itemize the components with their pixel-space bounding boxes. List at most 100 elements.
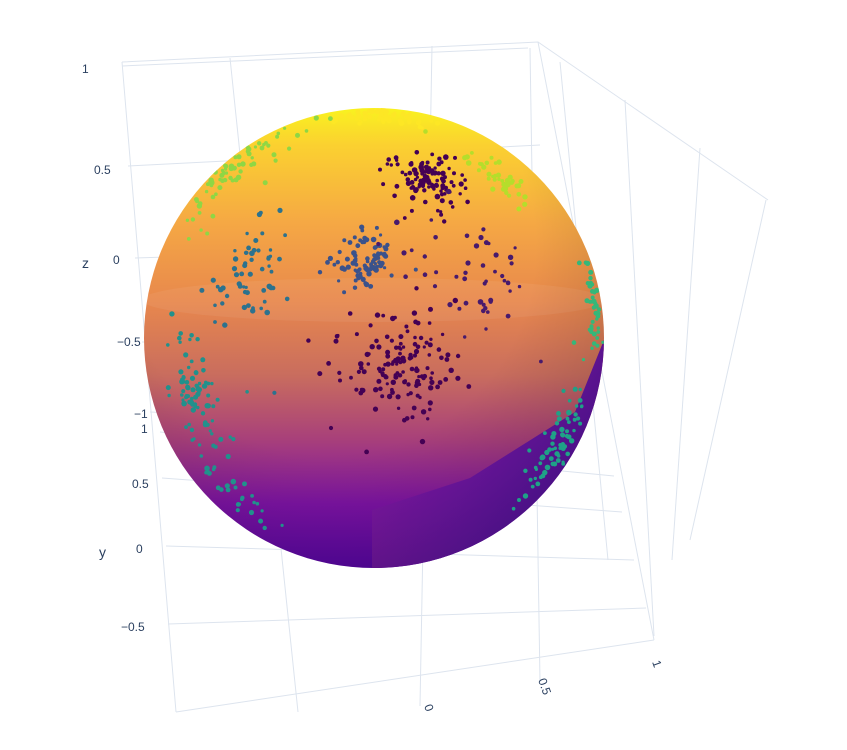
data-point-series-7 <box>364 449 369 455</box>
data-point-series-3 <box>337 279 341 283</box>
data-point-series-7 <box>361 369 367 375</box>
data-point-series-7 <box>349 375 353 380</box>
data-point-series-7 <box>439 355 444 361</box>
data-point-series-6 <box>418 164 425 170</box>
data-point-series-5 <box>210 381 214 386</box>
data-point-series-6 <box>386 157 392 162</box>
data-point-series-6 <box>437 156 442 161</box>
data-point-series-7 <box>425 366 430 371</box>
data-point-series-3 <box>339 265 346 272</box>
data-point-series-3 <box>372 245 378 250</box>
data-point-series-7 <box>448 367 454 373</box>
data-point-series-7 <box>410 415 415 420</box>
data-point-series-6 <box>458 192 462 196</box>
data-point-series-1 <box>246 151 252 157</box>
data-point-series-2 <box>509 180 514 185</box>
data-point-series-7 <box>397 373 403 378</box>
data-point-series-7 <box>440 332 445 337</box>
data-point-series-5 <box>204 380 208 385</box>
data-point-series-3 <box>377 260 382 265</box>
data-point-series-4 <box>258 210 263 215</box>
data-point-series-0 <box>429 119 434 123</box>
data-point-series-7 <box>405 329 410 334</box>
data-point-series-3 <box>369 284 374 288</box>
data-point-series-6 <box>420 180 426 186</box>
data-point-series-9 <box>542 469 548 476</box>
data-point-series-7 <box>420 409 427 415</box>
data-point-series-3 <box>364 267 370 273</box>
data-point-series-4 <box>261 288 267 293</box>
data-point-series-8 <box>463 300 469 306</box>
data-point-series-7 <box>466 384 472 389</box>
data-point-series-1 <box>185 218 190 222</box>
data-point-series-4 <box>277 256 282 262</box>
data-point-series-5 <box>200 411 206 416</box>
data-point-series-7 <box>376 366 382 371</box>
data-point-series-1 <box>194 197 199 202</box>
data-point-series-6 <box>463 186 468 190</box>
data-point-series-6 <box>439 160 444 165</box>
data-point-series-5 <box>190 387 196 393</box>
data-point-series-7 <box>429 337 433 341</box>
data-point-series-6 <box>458 181 464 187</box>
data-point-series-7 <box>398 334 404 340</box>
data-point-series-9 <box>548 456 554 461</box>
data-point-series-7 <box>380 371 385 376</box>
data-point-series-11 <box>204 465 210 472</box>
data-point-series-11 <box>262 525 267 531</box>
data-point-series-6 <box>439 212 444 217</box>
data-point-series-11 <box>233 485 238 490</box>
data-point-series-6 <box>439 198 445 204</box>
data-point-series-10 <box>594 287 600 293</box>
data-point-series-7 <box>399 347 403 351</box>
data-point-series-3 <box>335 260 340 265</box>
data-point-series-11 <box>260 509 264 513</box>
data-point-series-7 <box>408 352 413 358</box>
data-point-series-7 <box>384 375 389 380</box>
data-point-series-6 <box>405 180 411 186</box>
data-point-series-6 <box>417 185 421 189</box>
data-point-series-7 <box>436 347 442 352</box>
data-point-series-11 <box>224 483 230 489</box>
data-point-series-1 <box>313 115 319 121</box>
data-point-series-10 <box>571 340 577 345</box>
data-point-series-4 <box>246 245 252 251</box>
data-point-series-7 <box>443 377 449 382</box>
data-point-series-8 <box>484 327 488 331</box>
data-point-series-9 <box>573 412 578 417</box>
data-point-series-10 <box>588 275 593 281</box>
data-point-series-11 <box>258 518 264 524</box>
data-point-series-0 <box>379 111 384 117</box>
data-point-series-7 <box>366 362 371 366</box>
data-point-series-8 <box>422 272 428 278</box>
data-point-series-0 <box>417 124 423 130</box>
data-point-series-9 <box>554 421 560 426</box>
data-point-series-9 <box>533 476 537 481</box>
data-point-series-2 <box>481 164 487 170</box>
data-point-series-8 <box>483 240 489 246</box>
data-point-series-1 <box>246 146 252 152</box>
data-point-series-1 <box>236 154 242 160</box>
data-point-series-7 <box>384 334 390 340</box>
data-point-series-1 <box>218 177 222 182</box>
data-point-series-4 <box>272 390 277 395</box>
data-point-series-4 <box>233 249 237 253</box>
data-point-series-7 <box>444 357 450 362</box>
data-point-series-11 <box>199 454 204 458</box>
data-point-series-8 <box>434 270 439 275</box>
data-point-series-9 <box>550 441 555 446</box>
data-point-series-0 <box>408 111 412 116</box>
data-point-series-6 <box>408 161 414 167</box>
data-point-series-5 <box>178 331 183 336</box>
data-point-series-6 <box>463 178 467 182</box>
data-point-series-4 <box>268 248 273 252</box>
data-point-series-7 <box>385 382 389 386</box>
data-point-series-6 <box>439 210 443 214</box>
data-point-series-7 <box>411 310 418 316</box>
data-point-series-3 <box>359 224 365 230</box>
data-point-series-2 <box>501 181 507 188</box>
data-point-series-2 <box>504 190 509 195</box>
data-point-series-1 <box>205 231 210 236</box>
data-point-series-1 <box>264 141 268 145</box>
